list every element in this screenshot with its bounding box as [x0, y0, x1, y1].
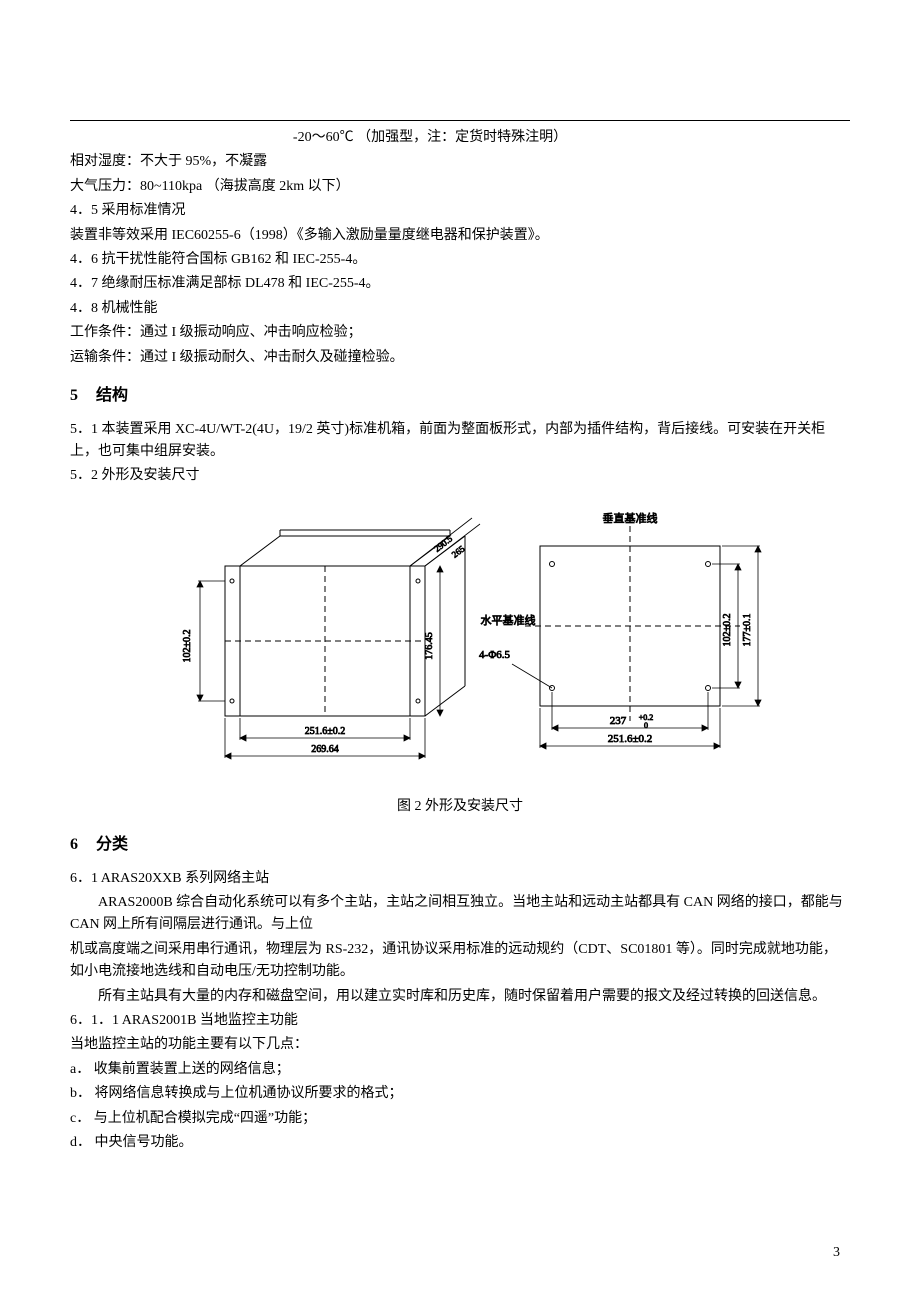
- section-heading-6: 6 分类: [70, 832, 850, 858]
- dim-label: 177±0.1: [742, 613, 753, 646]
- section-title: 分类: [96, 836, 128, 853]
- text-line: 5．1 本装置采用 XC-4U/WT-2(4U，19/2 英寸)标准机箱，前面为…: [70, 419, 850, 464]
- text-line: 4．7 绝缘耐压标准满足部标 DL478 和 IEC-255-4。: [70, 273, 850, 295]
- dim-label: 4-Φ6.5: [479, 649, 510, 661]
- text-line: -20～60℃ （加强型，注：定货时特殊注明）: [10, 127, 850, 149]
- list-item: c． 与上位机配合模拟完成“四遥”功能；: [70, 1108, 850, 1130]
- dim-label: 269.64: [311, 744, 339, 755]
- text-line: ARAS2000B 综合自动化系统可以有多个主站，主站之间相互独立。当地主站和远…: [70, 892, 850, 937]
- text-line: 6．1．1 ARAS2001B 当地监控主功能: [70, 1010, 850, 1032]
- text-line: 机或高度端之间采用串行通讯，物理层为 RS-232，通讯协议采用标准的远动规约（…: [70, 939, 850, 984]
- list-item: d． 中央信号功能。: [70, 1132, 850, 1154]
- axis-label: 垂直基准线: [603, 511, 658, 525]
- text-line: 4．6 抗干扰性能符合国标 GB162 和 IEC-255-4。: [70, 249, 850, 271]
- section-heading-5: 5 结构: [70, 383, 850, 409]
- page-number: 3: [833, 1242, 840, 1264]
- text-line: 大气压力：80~110kpa （海拔高度 2km 以下）: [70, 176, 850, 198]
- text-line: 当地监控主站的功能主要有以下几点：: [70, 1034, 850, 1056]
- axis-label: 水平基准线: [481, 613, 536, 627]
- list-item: b． 将网络信息转换成与上位机通协议所要求的格式；: [70, 1083, 850, 1105]
- dim-label: 0: [644, 721, 648, 730]
- dim-label: 251.6±0.2: [608, 733, 653, 745]
- header-rule: [70, 120, 850, 121]
- text-line: 装置非等效采用 IEC60255-6（1998）《多输入激励量量度继电器和保护装…: [70, 225, 850, 247]
- text-line: 工作条件：通过 I 级振动响应、冲击响应检验；: [70, 322, 850, 344]
- figure-caption: 图 2 外形及安装尺寸: [70, 796, 850, 818]
- dimension-drawing: 102±0.2 176.45 265 290.5 251.6±0.2: [140, 506, 780, 786]
- text-line: 4．5 采用标准情况: [70, 200, 850, 222]
- dim-label: 102±0.2: [722, 613, 733, 646]
- dim-label: 237: [610, 715, 627, 727]
- dim-label: 176.45: [424, 632, 435, 660]
- section-number: 5: [70, 387, 78, 404]
- text-line: 4．8 机械性能: [70, 298, 850, 320]
- figure-2: 102±0.2 176.45 265 290.5 251.6±0.2: [70, 506, 850, 786]
- list-item: a． 收集前置装置上送的网络信息；: [70, 1059, 850, 1081]
- text-line: 5．2 外形及安装尺寸: [70, 465, 850, 487]
- dim-label: 251.6±0.2: [305, 726, 346, 737]
- text-line: 6．1 ARAS20XXB 系列网络主站: [70, 868, 850, 890]
- text-line: 相对湿度：不大于 95%，不凝露: [70, 151, 850, 173]
- text-line: 运输条件：通过 I 级振动耐久、冲击耐久及碰撞检验。: [70, 347, 850, 369]
- section-number: 6: [70, 836, 78, 853]
- dim-label: 102±0.2: [182, 629, 193, 662]
- section-title: 结构: [96, 387, 128, 404]
- text-line: 所有主站具有大量的内存和磁盘空间，用以建立实时库和历史库，随时保留着用户需要的报…: [70, 986, 850, 1008]
